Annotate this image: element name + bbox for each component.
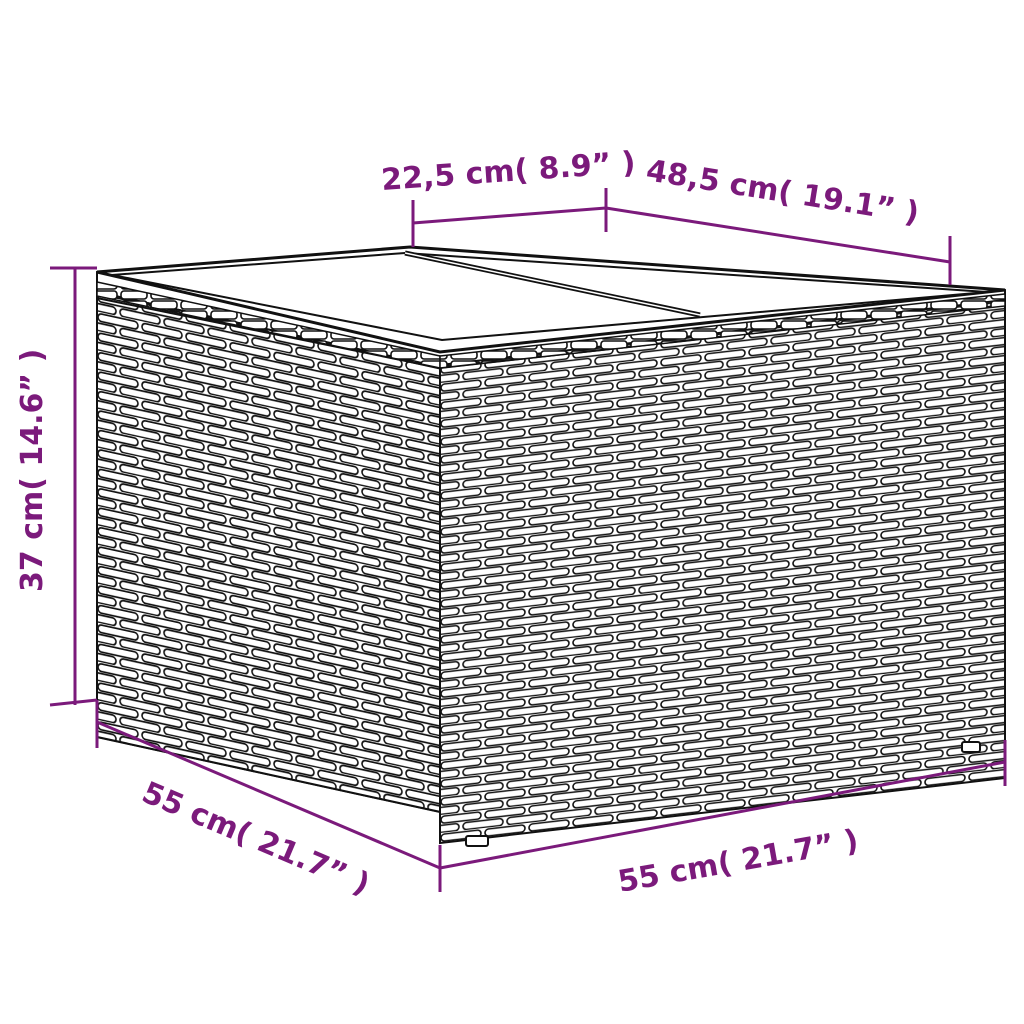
box-foot: [465, 835, 489, 847]
box-lid: [96, 245, 1006, 370]
box-left-face: [96, 290, 441, 814]
height-label: 37 cm( 14.6” ): [15, 349, 50, 592]
width-dimension-line: [439, 740, 1007, 870]
width-label: 55 cm( 21.7” ): [615, 823, 861, 900]
box-foot: [961, 741, 981, 753]
depth-dimension-line: [95, 700, 442, 892]
lid-section-2-dimension-line: [605, 206, 952, 285]
dimension-lines: [49, 188, 1007, 892]
box-front-face: [439, 298, 1006, 845]
height-dimension-line: [49, 266, 98, 707]
wicker-box: [96, 245, 1006, 847]
depth-label: 55 cm( 21.7” ): [137, 775, 375, 902]
lid-section-dimension-line: [411, 188, 608, 247]
lid-section-label: 22,5 cm( 8.9” ): [380, 145, 637, 198]
